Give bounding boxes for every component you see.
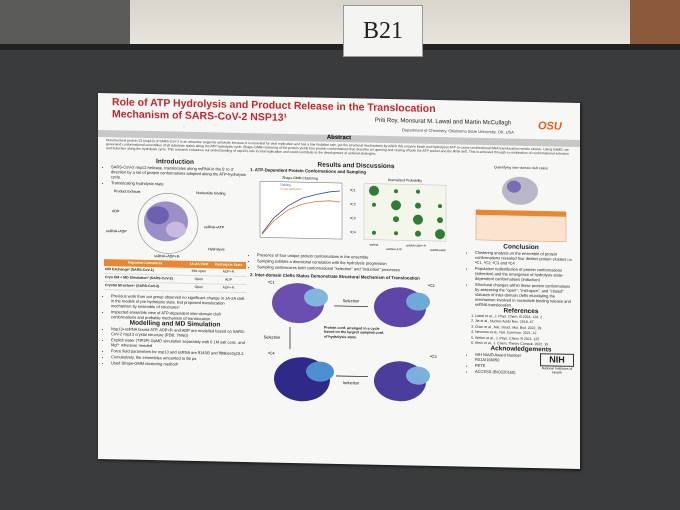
arrow [334, 305, 368, 308]
arrow [336, 375, 368, 378]
arrow-label: Selection [264, 334, 280, 339]
arrow-label: Selection [343, 298, 359, 303]
state-label: ssRNA+ATP [386, 247, 402, 251]
conclusion-bullet: Clustering analysis on the ensemble of p… [475, 250, 574, 267]
protein-image [406, 292, 430, 311]
intro-figure: Product Exhaust Nucleotide binding ADP s… [106, 189, 226, 259]
table-row: Crystal Structure⁴ (SARS-CoV-2) Open ADP+P… [104, 281, 246, 293]
plot-title: Normalized Probability [388, 178, 422, 183]
state-label: ssRNA [370, 243, 379, 247]
cleft-table-header [476, 209, 566, 217]
affiliation: Department of Chemistry, Oklahoma State … [402, 127, 514, 135]
legend-entry: Cross Validation [280, 187, 302, 191]
probability-dot [391, 200, 401, 211]
plot-line [261, 190, 341, 234]
plot-line [261, 200, 341, 235]
bullet-list: Clustering analysis on the ensemble of p… [468, 250, 574, 309]
bullet-list: Presence of four unique protein conforma… [250, 252, 462, 273]
wall-shadow [0, 0, 130, 52]
figure-label: ssRNA+ADP [106, 229, 127, 233]
plot-frame [259, 181, 343, 240]
nih-logo: NIH National Institutes of Health [540, 353, 574, 378]
reference-list: Lawal et al., J. Phys. Chem. B 2024, 128… [468, 314, 574, 348]
probability-dot [372, 202, 376, 207]
probability-dot [393, 216, 399, 223]
middle-column: Results and Discussions 1. ATP-Dependent… [250, 160, 462, 413]
conclusion-bullet: Population redistribution of protein con… [475, 266, 574, 283]
conf-label: ᵃC2 [428, 283, 435, 288]
conf-label: ᵃC2 [350, 202, 356, 206]
figure-label: ssRNA+ADP+Pᵢ [154, 254, 180, 259]
figure-label: ssRNA+ATP [204, 225, 225, 229]
probability-dot [438, 204, 442, 209]
legend-entry: Training [280, 183, 291, 187]
poster: Role of ATP Hydrolysis and Product Relea… [98, 92, 580, 470]
probability-dot [415, 202, 421, 209]
conf-label: ᵃC1 [350, 188, 356, 192]
probability-dot [415, 230, 421, 237]
intro-bullet: Previous work from our group observed no… [111, 293, 246, 311]
cleft-figure [475, 176, 567, 242]
conf-label: ᵃC4 [350, 230, 356, 234]
probability-dot [394, 189, 398, 194]
figure-label: Product Exhaust [114, 189, 140, 194]
probability-dot [413, 214, 423, 225]
wall-trim [630, 0, 680, 52]
figure-label: Hydrolysis [208, 247, 225, 251]
state-label: ssRNA+ADP+Pᵢ [406, 243, 427, 247]
booth-sign: B21 [343, 5, 423, 57]
left-column: Introduction SARS-CoV-2 nsp13 helicase, … [104, 157, 246, 369]
protein-image [306, 361, 334, 382]
table-cell: Crystal Structure⁴ (SARS-CoV-2) [104, 281, 187, 292]
arrow-label: Induction [343, 380, 359, 385]
conf-label: ᵃC3 [350, 216, 356, 220]
protein-image [507, 180, 521, 193]
acknowledgement: NIH NIAID Award Number R01AI166050 [475, 352, 537, 363]
figure-label: Nucleotide binding [196, 191, 226, 196]
logo: OSU [538, 120, 562, 133]
probability-dot [369, 185, 379, 196]
probability-dot [416, 189, 420, 194]
bullet-list: SARS-CoV-2 nsp13 helicase, translocates … [104, 164, 246, 188]
cycle-note-box: Protein conf. arranged in a cycle based … [324, 325, 385, 340]
table-cell: Open [186, 283, 212, 292]
probability-dot [394, 231, 398, 236]
protein-image [147, 206, 169, 225]
bullet-list: Nsp13+ssRNA bound ATP, ADP+Pᵢ and ADP ar… [104, 326, 246, 368]
nih-name: National Institutes of Health [541, 366, 573, 376]
conf-label: ᵃC4 [268, 351, 275, 356]
probability-dot [435, 229, 445, 240]
probability-dot [372, 230, 376, 235]
dot-grid [369, 185, 445, 240]
conf-label: ᵃC1 [268, 280, 275, 285]
cycle-note: Protein conf. arranged in a cycle based … [324, 325, 385, 340]
literature-table: Reported Literatures 1A-2A Cleft Hydrolysi… [104, 259, 246, 293]
protein-image [304, 288, 328, 307]
plot-title: Shape-GMM Clustering [282, 176, 318, 181]
intro-bullet: SARS-CoV-2 nsp13 helicase, translocates … [111, 164, 246, 182]
plot-frame [363, 183, 447, 242]
results-figure-1: Shape-GMM Clustering Training Cross Vali… [259, 176, 447, 252]
state-label: ssRNA+ADP [430, 248, 446, 252]
acknowledgement: ACCESS (BIO220160) [475, 369, 537, 375]
protein-image [502, 176, 538, 205]
conf-label: ᵃC3 [430, 354, 437, 359]
ack-row: NIH NIAID Award Number R01AI166050PETEAC… [468, 352, 574, 377]
table-cell: ADP+Pᵢ [211, 283, 246, 293]
nih-mark: NIH [540, 353, 574, 368]
protein-image [166, 221, 186, 238]
probability-dot [437, 217, 443, 224]
cycle-ring [137, 193, 199, 254]
results-figure-2: ᵃC1 ᵃC2 ᵃC4 ᵃC3 Selection Selection Indu… [264, 280, 437, 402]
bullet-list: Previous work from our group observed no… [104, 293, 246, 322]
right-column: Quantifying inter-domain cleft status Co… [468, 165, 574, 378]
figure-label: ADP [112, 209, 120, 213]
conclusion-bullet: Structural changes within these protein … [475, 282, 574, 309]
ack-list: NIH NIAID Award Number R01AI166050PETEAC… [468, 352, 537, 376]
protein-image [406, 366, 430, 385]
